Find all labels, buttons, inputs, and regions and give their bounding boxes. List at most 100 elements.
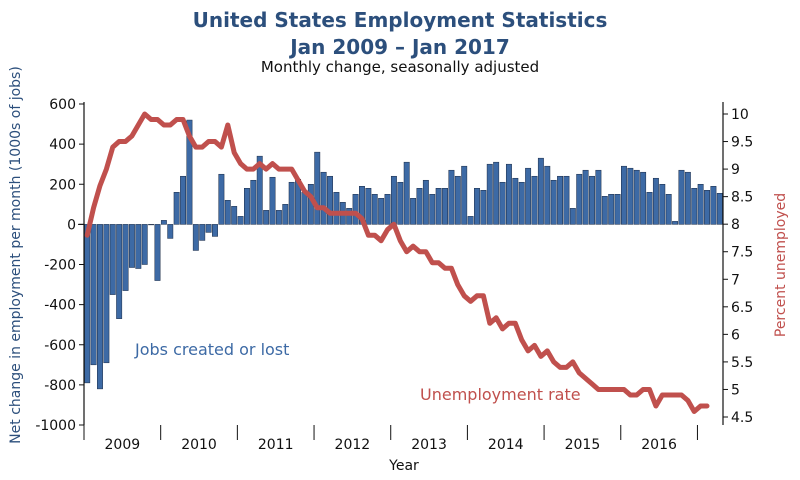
- year-tick-label: 2013: [411, 437, 447, 453]
- job-bar: [716, 193, 723, 225]
- job-bar: [160, 220, 167, 225]
- job-bar: [224, 200, 231, 225]
- job-bar: [154, 224, 161, 281]
- job-bar: [621, 165, 627, 225]
- job-bar: [422, 179, 429, 225]
- job-bar: [697, 184, 704, 225]
- unemployment-line-series: [84, 111, 710, 414]
- left-tick-label: 600: [49, 97, 76, 113]
- job-bar: [116, 224, 123, 319]
- job-bar: [531, 175, 538, 225]
- job-bar: [378, 198, 385, 225]
- left-axis-label: Net change in employment per month (1000…: [8, 66, 24, 444]
- job-bar: [218, 173, 225, 225]
- unemployment-line: [84, 111, 710, 414]
- job-bar: [710, 186, 717, 225]
- left-tick-label: 400: [49, 137, 76, 153]
- job-bar: [493, 161, 500, 225]
- right-tick-label: 8.5: [731, 190, 753, 206]
- job-bar: [576, 173, 583, 225]
- year-tick-label: 2011: [258, 437, 294, 453]
- job-bar: [141, 224, 148, 265]
- right-tick-label: 8: [731, 217, 740, 233]
- job-bar: [180, 175, 186, 225]
- job-bar: [192, 224, 199, 251]
- job-bar: [429, 194, 436, 225]
- job-bar: [244, 188, 250, 225]
- job-bar: [704, 190, 710, 225]
- jobs-annotation: Jobs created or lost: [134, 340, 289, 359]
- job-bar: [135, 224, 142, 269]
- chart-date-range: Jan 2009 – Jan 2017: [290, 35, 510, 59]
- job-bar: [122, 224, 129, 291]
- right-tick-label: 9.5: [731, 135, 753, 151]
- right-tick-label: 4.5: [731, 410, 753, 426]
- chart-subtitle: Monthly change, seasonally adjusted: [260, 58, 540, 76]
- job-bar: [627, 167, 634, 225]
- job-bar: [365, 188, 372, 225]
- job-bar: [646, 192, 653, 225]
- axes: 600 400 200 0 -200 -400 -600 -800 -1000 10 9.5 9 8.5…: [35, 97, 753, 453]
- right-tick-label: 7.5: [731, 245, 753, 261]
- job-bar: [263, 210, 270, 225]
- right-tick-label: 6.5: [731, 300, 753, 316]
- job-bar: [250, 179, 257, 225]
- job-bar: [333, 192, 340, 225]
- job-bar: [167, 224, 174, 239]
- job-bar: [633, 169, 640, 225]
- year-tick-label: 2014: [488, 437, 524, 453]
- job-bar: [512, 177, 519, 225]
- job-bar: [563, 175, 570, 225]
- job-bar: [582, 169, 589, 225]
- job-bar: [467, 216, 474, 225]
- job-bar: [601, 196, 608, 225]
- right-tick-label: 9: [731, 162, 740, 178]
- job-bar: [173, 192, 180, 225]
- year-tick-label: 2015: [565, 437, 601, 453]
- job-bar: [550, 179, 557, 225]
- job-bar: [544, 165, 551, 225]
- job-bar: [148, 224, 155, 226]
- left-tick-label: 200: [49, 177, 76, 193]
- job-bar: [186, 119, 193, 225]
- job-bar: [518, 181, 525, 225]
- job-bar: [659, 184, 666, 225]
- job-bar: [97, 224, 103, 390]
- job-bar: [678, 169, 685, 225]
- job-bar: [346, 208, 353, 225]
- job-bar: [231, 206, 238, 225]
- right-tick-label: 6: [731, 327, 740, 343]
- year-tick-label: 2016: [641, 437, 677, 453]
- job-bar: [416, 188, 423, 225]
- right-tick-label: 5: [731, 382, 740, 398]
- job-bar: [212, 224, 218, 237]
- job-bar: [589, 175, 595, 225]
- x-axis-label: Year: [388, 458, 419, 474]
- chart-title: United States Employment Statistics: [192, 8, 608, 32]
- left-tick-label: -1000: [35, 418, 76, 434]
- year-tick-label: 2012: [335, 437, 371, 453]
- job-bar: [301, 192, 308, 225]
- job-bar: [275, 210, 282, 225]
- job-bar: [282, 204, 289, 225]
- left-tick-label: -200: [44, 258, 76, 274]
- right-tick-label: 5.5: [731, 355, 753, 371]
- job-bar: [435, 188, 442, 225]
- job-bar: [199, 224, 206, 241]
- job-bar: [314, 151, 321, 225]
- job-bar: [640, 171, 647, 225]
- job-bar: [480, 190, 487, 225]
- job-bar: [691, 188, 698, 225]
- right-tick-label: 10: [731, 107, 749, 123]
- job-bar: [614, 194, 621, 225]
- unemployment-annotation: Unemployment rate: [420, 385, 581, 404]
- job-bar: [90, 224, 97, 366]
- job-bar: [288, 181, 295, 225]
- job-bar: [390, 175, 397, 225]
- year-tick-label: 2010: [181, 437, 217, 453]
- job-bar: [569, 208, 576, 225]
- job-bar: [461, 165, 468, 225]
- job-bar: [595, 169, 602, 225]
- left-tick-label: -800: [44, 378, 76, 394]
